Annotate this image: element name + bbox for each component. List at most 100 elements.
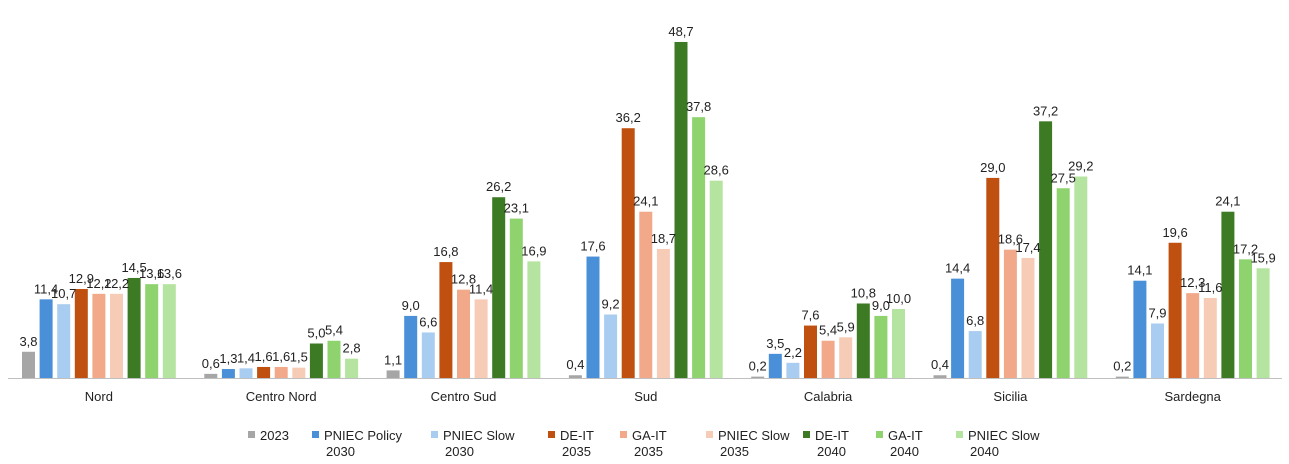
bar-0-7 [145,284,159,378]
legend-swatch [876,431,883,438]
data-label: 10,8 [851,285,876,300]
bar-6-7 [1239,259,1252,378]
legend-swatch [706,431,713,438]
data-label: 11,6 [1198,280,1222,295]
data-label: 1,5 [290,350,308,365]
bar-0-3 [74,288,88,378]
data-label: 10,7 [51,286,76,301]
data-label: 17,6 [580,239,605,254]
data-label: 12,2 [86,276,111,291]
bar-5-1 [951,278,965,378]
data-labels-layer: 3,811,410,712,912,212,214,513,613,60,6 1,… [19,24,1275,374]
legend-label: 2030 [445,444,474,459]
bar-0-0 [22,351,35,378]
legend-label: DE-IT [560,428,594,443]
bar-6-3 [1168,242,1182,378]
bar-1-2 [239,368,253,378]
data-label: 36,2 [616,110,641,125]
bar-3-6 [674,41,688,378]
bar-4-1 [768,353,782,378]
bar-2-2 [421,332,435,378]
legend-label: 2035 [720,444,749,459]
data-label: 12,8 [451,272,476,287]
bar-2-8 [527,261,541,378]
category-label: Nord [85,389,113,404]
data-label: 16,8 [433,244,458,259]
bar-5-7 [1056,188,1070,378]
bar-1-1 [221,369,235,378]
category-label: Centro Nord [246,389,317,404]
data-label: 29,0 [980,160,1005,175]
bar-3-0 [568,375,582,378]
data-label: 0,6 [202,356,220,371]
data-label: 17,2 [1233,241,1258,256]
data-label: 5,9 [837,319,855,334]
bar-3-5 [656,248,670,378]
data-label: 7,6 [801,308,819,323]
data-label: 11,4 [34,281,58,296]
data-label: 16,9 [521,243,546,258]
bar-1-4 [274,366,288,378]
data-label: 12,3 [1180,275,1205,290]
legend-label: PNIEC Slow [968,428,1040,443]
data-label: 0,2 [1113,359,1131,374]
data-label: 12,2 [104,276,129,291]
data-label: 0,2 [749,359,767,374]
legend-label: 2023 [260,428,289,443]
bar-3-3 [621,128,635,378]
data-label: 5,4 [325,323,343,338]
legend-swatch [431,431,438,438]
bar-6-2 [1151,323,1164,378]
legend-swatch [620,431,627,438]
bar-3-4 [639,211,653,378]
data-label: 18,7 [651,231,676,246]
legend-swatch [312,431,319,438]
bar-5-3 [986,177,1000,378]
data-label: 1,3 [219,351,237,366]
bar-2-6 [492,197,506,378]
legend-label: GA-IT [632,428,667,443]
legend-swatch [248,431,255,438]
data-label: 37,2 [1033,103,1058,118]
bar-5-2 [968,331,982,378]
legend-label: 2040 [890,444,919,459]
data-label: 24,1 [1215,194,1240,209]
bar-4-3 [804,325,817,378]
legend-label: 2030 [326,444,355,459]
bar-2-3 [439,262,453,378]
legend-label: 2040 [817,444,846,459]
bar-1-5 [292,367,306,378]
legend-label: 2035 [634,444,663,459]
legend-swatch [548,431,555,438]
category-label: Sud [634,389,657,404]
bar-6-1 [1133,280,1147,378]
data-label: 2,2 [784,345,802,360]
legend-swatch [956,431,963,438]
data-label: 24,1 [633,194,658,209]
data-label: 17,4 [1015,240,1040,255]
bar-4-7 [874,315,888,378]
bar-5-8 [1074,176,1088,378]
bar-5-0 [933,375,947,378]
data-label: 48,7 [668,24,693,39]
data-label: 2,8 [343,341,361,356]
data-label: 1,6 [272,349,290,364]
data-label: 9,0 [402,298,420,313]
legend-label: 2040 [970,444,999,459]
legend-label: PNIEC Slow [443,428,515,443]
data-label: 6,8 [966,313,984,328]
bar-4-5 [839,337,853,378]
bar-4-0 [751,376,765,378]
legend-swatch [803,431,810,438]
data-label: 18,6 [998,232,1023,247]
data-label: 1,4 [237,350,255,365]
bar-0-2 [57,304,71,378]
data-label: 3,5 [766,336,784,351]
bar-1-7 [327,340,341,378]
legend-label: PNIEC Policy [324,428,403,443]
data-label: 9,0 [872,298,890,313]
bar-6-6 [1221,211,1235,378]
bar-1-8 [345,358,359,378]
data-label: 5,4 [819,323,837,338]
